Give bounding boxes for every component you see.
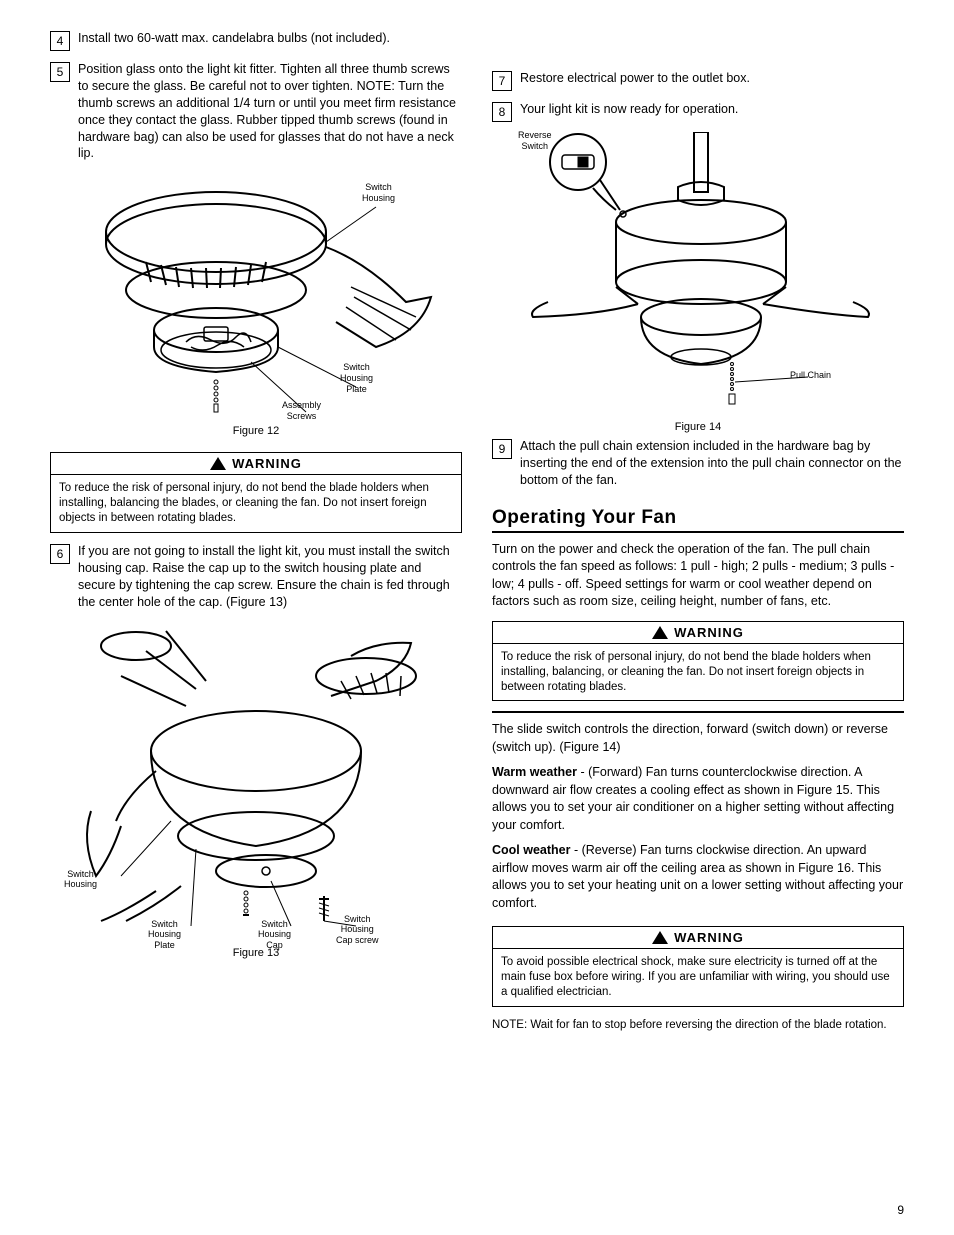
step-text: Install two 60-watt max. candelabra bulb… <box>78 30 390 47</box>
step-7: 7 Restore electrical power to the outlet… <box>492 70 904 91</box>
section-operating-title: Operating Your Fan <box>492 507 904 533</box>
warning-box-1: WARNING To reduce the risk of personal i… <box>50 452 462 533</box>
warning-body: To avoid possible electrical shock, make… <box>493 949 903 1006</box>
figure-13-illustration <box>66 621 446 931</box>
figure-12-illustration <box>76 172 436 432</box>
callout-plate: Switch Housing Plate <box>148 919 181 951</box>
callout-cap: Switch Housing Cap <box>258 919 291 951</box>
step-5: 5 Position glass onto the light kit fitt… <box>50 61 462 162</box>
step-number-box: 6 <box>50 544 70 564</box>
step-number-box: 4 <box>50 31 70 51</box>
callout-switch-housing: Switch Housing <box>362 182 395 204</box>
cool-weather-label: Cool weather <box>492 843 571 857</box>
warning-triangle-icon <box>652 931 668 944</box>
warning-box-3: WARNING To avoid possible electrical sho… <box>492 926 904 1007</box>
warm-weather-paragraph: Warm weather - (Forward) Fan turns count… <box>492 764 904 834</box>
callout-screw: Switch Housing Cap screw <box>336 914 379 946</box>
figure-13: Switch Housing Switch Housing Plate Swit… <box>50 621 462 941</box>
figure-14: Reverse Switch Pull Chain Figure 14 <box>492 132 904 432</box>
warning-triangle-icon <box>652 626 668 639</box>
callout-screws: Assembly Screws <box>282 400 321 422</box>
callout-plate: Switch Housing Plate <box>340 362 373 394</box>
step-text: Your light kit is now ready for operatio… <box>520 101 738 118</box>
page-number: 9 <box>897 1203 904 1217</box>
callout-reverse: Reverse Switch <box>518 130 552 152</box>
warning-title: WARNING <box>232 456 302 471</box>
warning-triangle-icon <box>210 457 226 470</box>
step-number-box: 9 <box>492 439 512 459</box>
step-8: 8 Your light kit is now ready for operat… <box>492 101 904 122</box>
left-column: 4 Install two 60-watt max. candelabra bu… <box>50 30 462 1033</box>
figure-caption: Figure 13 <box>50 947 462 959</box>
callout-pullchain: Pull Chain <box>790 370 831 381</box>
operating-paragraph: Turn on the power and check the operatio… <box>492 541 904 611</box>
step-number-box: 7 <box>492 71 512 91</box>
step-text: If you are not going to install the ligh… <box>78 543 462 611</box>
step-text: Attach the pull chain extension included… <box>520 438 904 489</box>
warning-title: WARNING <box>674 930 744 945</box>
step-number-box: 5 <box>50 62 70 82</box>
figure-12: Switch Housing Switch Housing Plate Asse… <box>50 172 462 442</box>
columns: 4 Install two 60-watt max. candelabra bu… <box>50 30 904 1033</box>
step-text: Restore electrical power to the outlet b… <box>520 70 750 87</box>
step-4: 4 Install two 60-watt max. candelabra bu… <box>50 30 462 51</box>
page: 4 Install two 60-watt max. candelabra bu… <box>0 0 954 1235</box>
warning-body: To reduce the risk of personal injury, d… <box>51 475 461 532</box>
warning-box-2: WARNING To reduce the risk of personal i… <box>492 621 904 702</box>
step-9: 9 Attach the pull chain extension includ… <box>492 438 904 489</box>
warning-header: WARNING <box>493 927 903 949</box>
divider <box>492 711 904 713</box>
step-6: 6 If you are not going to install the li… <box>50 543 462 611</box>
slide-switch-paragraph: The slide switch controls the direction,… <box>492 721 904 756</box>
note-text: NOTE: Wait for fan to stop before revers… <box>492 1017 904 1033</box>
warning-title: WARNING <box>674 625 744 640</box>
warning-body: To reduce the risk of personal injury, d… <box>493 644 903 701</box>
warning-header: WARNING <box>51 453 461 475</box>
warning-header: WARNING <box>493 622 903 644</box>
callout-housing: Switch Housing <box>64 869 97 891</box>
cool-weather-paragraph: Cool weather - (Reverse) Fan turns clock… <box>492 842 904 912</box>
step-number-box: 8 <box>492 102 512 122</box>
right-column: 7 Restore electrical power to the outlet… <box>492 30 904 1033</box>
figure-caption: Figure 14 <box>492 421 904 433</box>
warm-weather-label: Warm weather <box>492 765 577 779</box>
step-text: Position glass onto the light kit fitter… <box>78 61 462 162</box>
